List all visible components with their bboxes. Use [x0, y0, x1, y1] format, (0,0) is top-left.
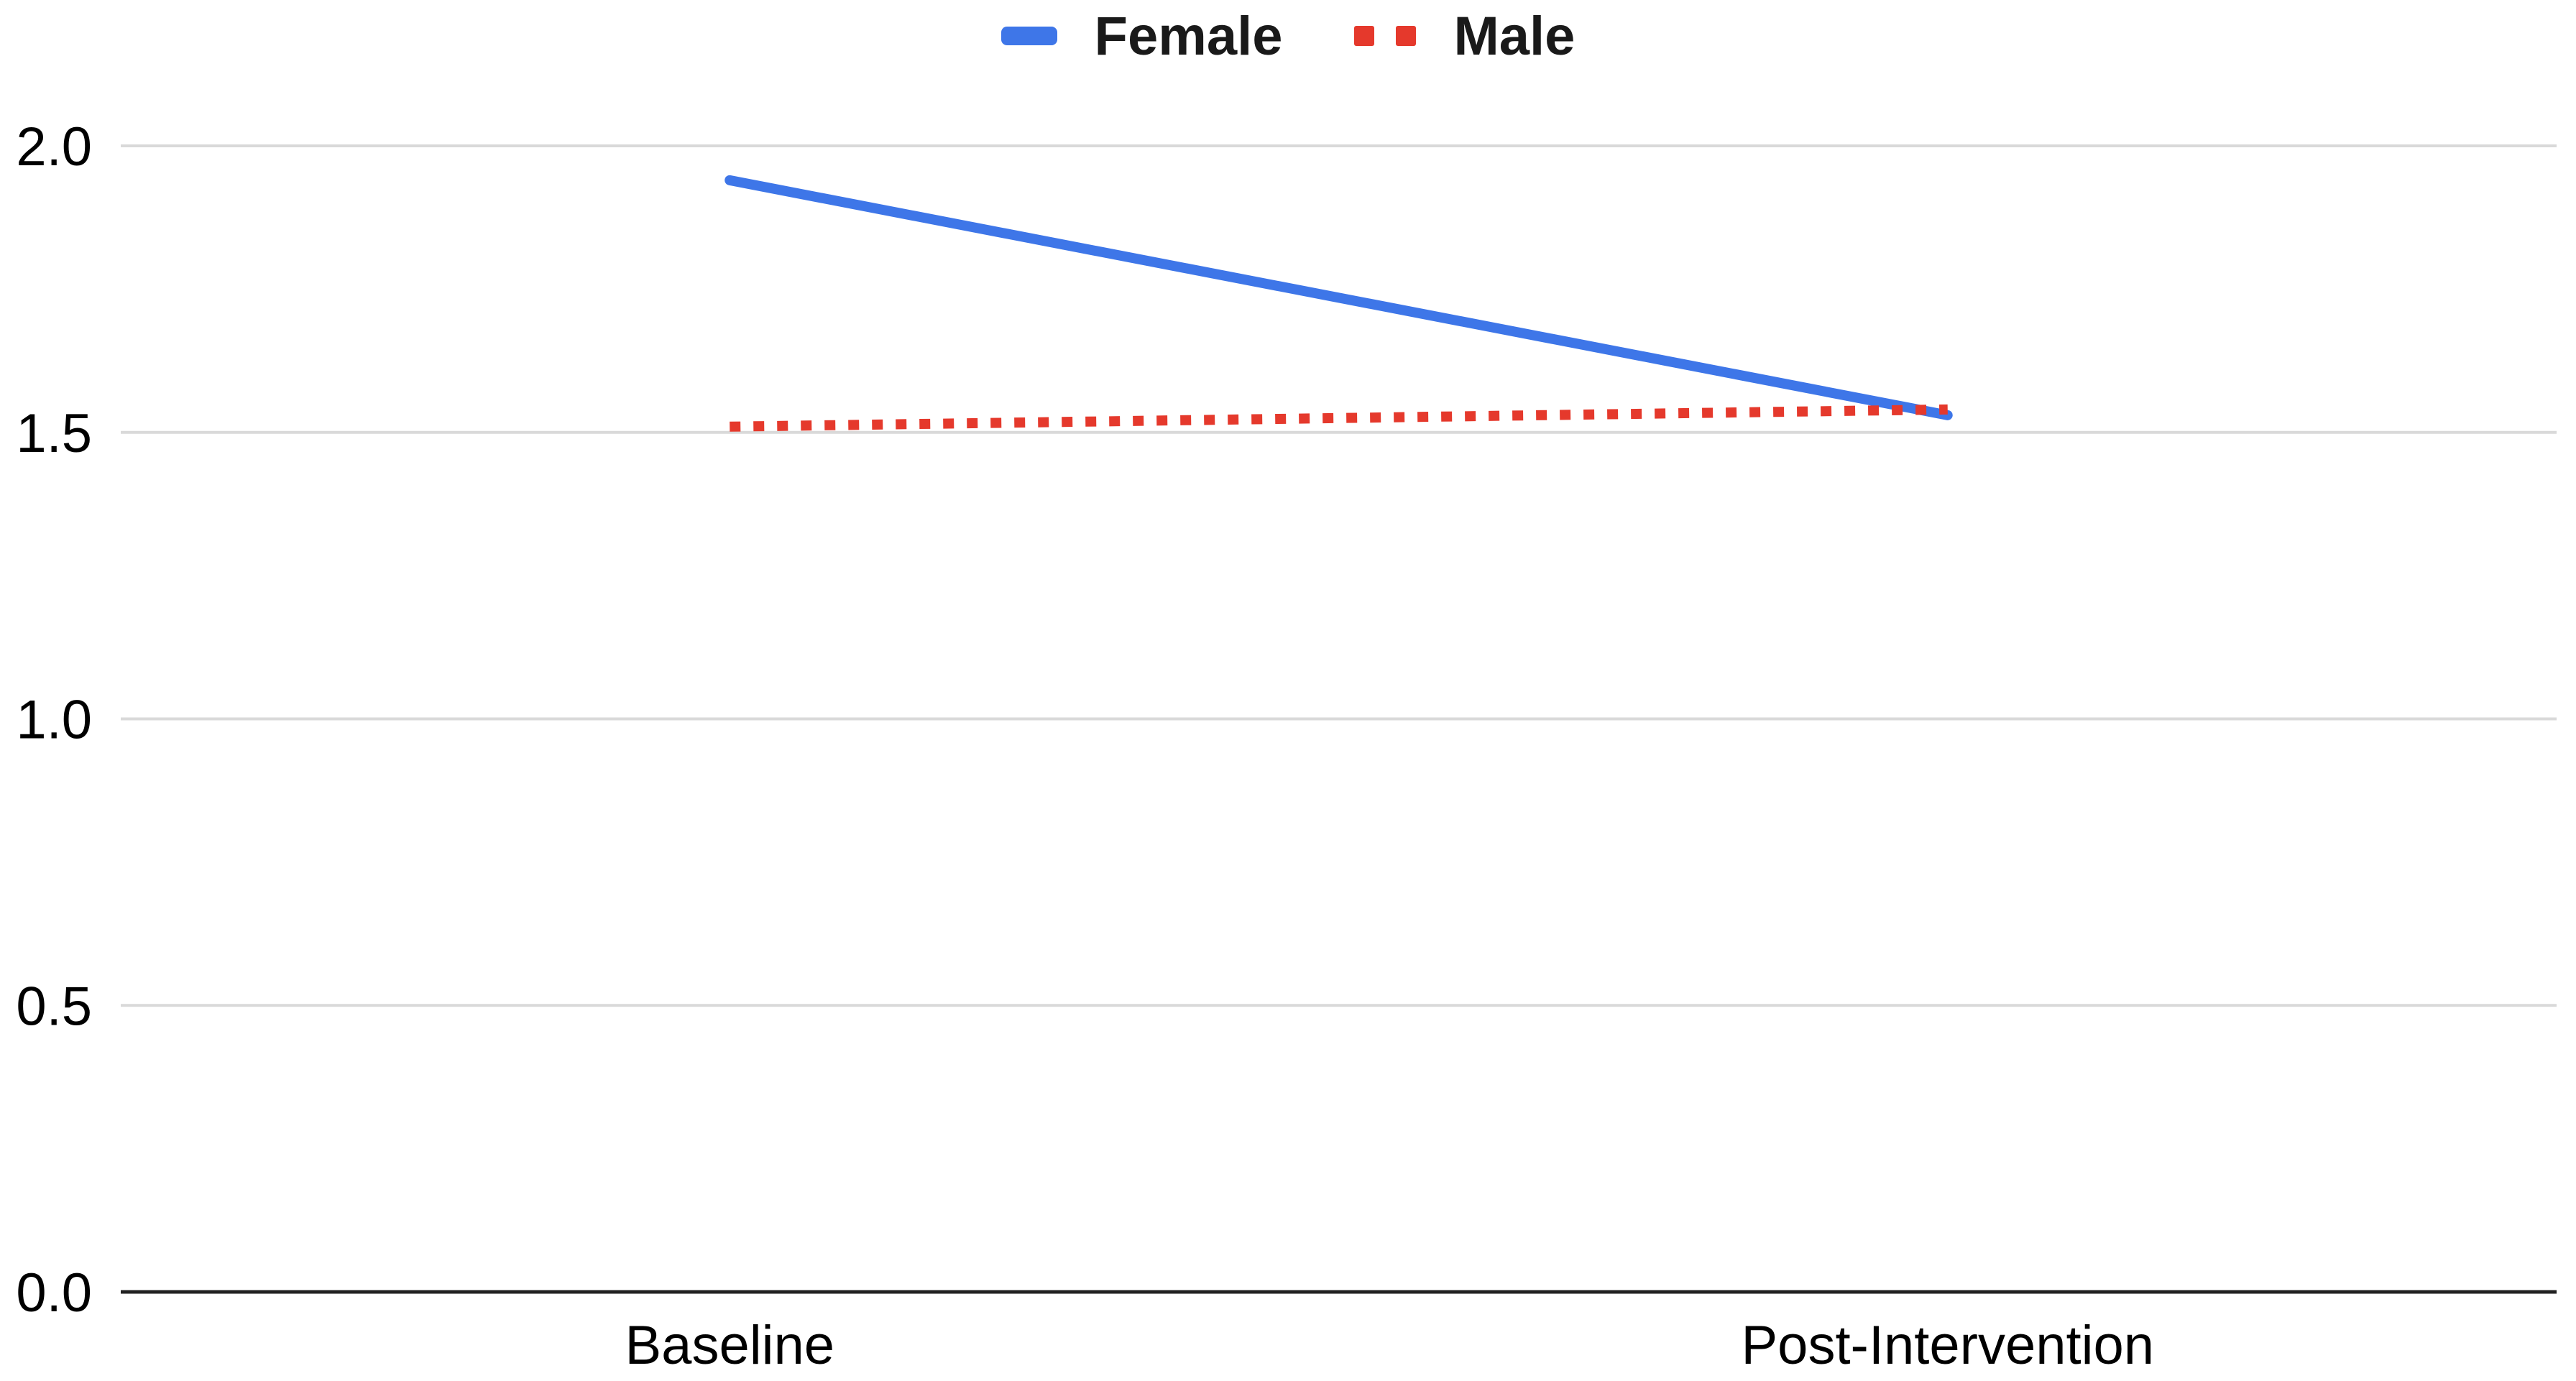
- x-axis-category-label: Post-Intervention: [1741, 1315, 2154, 1376]
- x-axis-category-label: Baseline: [625, 1315, 834, 1376]
- male-series-line: [730, 404, 1948, 432]
- male-series-dotted-swatch: [1354, 26, 1417, 46]
- female-series-line: [724, 175, 1953, 420]
- legend-label-female: Female: [1094, 5, 1283, 67]
- legend-item-male: Male: [1354, 5, 1575, 68]
- dotted-swatch-square: [1396, 26, 1417, 46]
- y-axis-tick-label: 0.5: [16, 976, 92, 1037]
- y-axis-tick-label: 2.0: [16, 116, 92, 177]
- y-axis-tick-label: 0.0: [16, 1262, 92, 1324]
- legend-label-male: Male: [1453, 5, 1576, 67]
- y-axis-tick-label: 1.5: [16, 403, 92, 464]
- chart-legend: Female Male: [0, 0, 2576, 72]
- y-axis-tick-label: 1.0: [16, 690, 92, 751]
- dotted-swatch-square: [1354, 26, 1375, 46]
- legend-item-female: Female: [1000, 5, 1283, 68]
- female-series-line-swatch: [1000, 27, 1057, 45]
